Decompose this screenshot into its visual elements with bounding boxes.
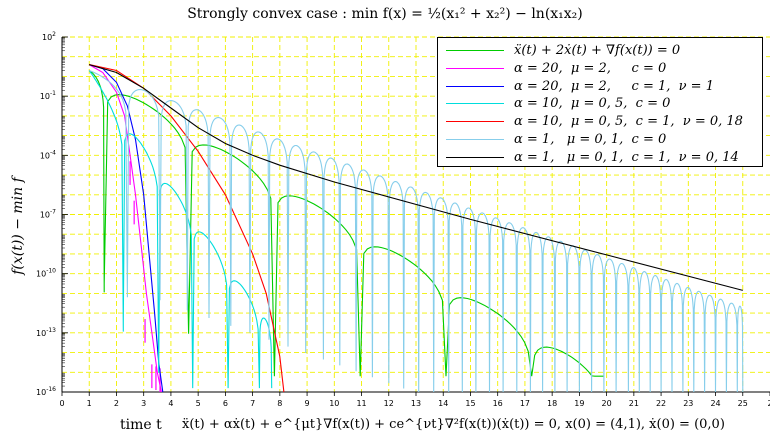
x-tick-label: 17 bbox=[520, 399, 530, 408]
x-tick-label: 10 bbox=[329, 399, 339, 408]
legend-swatch bbox=[446, 103, 504, 105]
x-tick-label: 11 bbox=[356, 399, 366, 408]
legend-swatch bbox=[446, 67, 504, 69]
axes: 0 1 2 3 4 5 6 7 8 9 10 11 12 13 14 15 16 17 18 19 20 21 22 23 24… bbox=[36, 31, 770, 408]
legend-swatch bbox=[446, 85, 504, 87]
series-line-4 bbox=[89, 64, 285, 393]
legend-label: ẍ(t) + 2ẋ(t) + ∇f(x(t)) = 0 bbox=[514, 43, 681, 58]
y-tick-label: 102 bbox=[42, 31, 56, 42]
x-tick-label: 25 bbox=[738, 399, 748, 408]
x-tick-label: 15 bbox=[465, 399, 475, 408]
legend-label: α = 1, μ = 0, 1, c = 1, ν = 0, 14 bbox=[514, 149, 739, 165]
legend-entry: α = 10, μ = 0, 5, c = 0 bbox=[438, 95, 762, 113]
series-line-6 bbox=[89, 64, 743, 291]
y-tick-label: 10-4 bbox=[40, 149, 56, 160]
x-tick-label: 2 bbox=[767, 399, 770, 408]
series-line-2 bbox=[89, 64, 164, 393]
x-tick-label: 22 bbox=[656, 399, 666, 408]
legend-swatch bbox=[446, 121, 504, 123]
x-tick-label: 20 bbox=[602, 399, 612, 408]
legend-entry: α = 20, μ = 2, c = 1, ν = 1 bbox=[438, 78, 762, 96]
x-tick-label: 4 bbox=[168, 399, 173, 408]
x-tick-label: 7 bbox=[250, 399, 255, 408]
x-tick-label: 12 bbox=[384, 399, 394, 408]
x-tick-label: 18 bbox=[547, 399, 557, 408]
chart-title: Strongly convex case : min f(x) = ½(x₁² … bbox=[187, 6, 583, 22]
legend-label: α = 1, μ = 0, 1, c = 0 bbox=[514, 132, 667, 147]
legend-entry: ẍ(t) + 2ẋ(t) + ∇f(x(t)) = 0 bbox=[438, 42, 762, 60]
x-tick-label: 24 bbox=[710, 399, 720, 408]
y-tick-label: 10-13 bbox=[36, 327, 56, 338]
legend-label: α = 20, μ = 2, c = 0 bbox=[514, 60, 667, 76]
x-tick-label: 9 bbox=[305, 399, 310, 408]
legend-entry: α = 20, μ = 2, c = 0 bbox=[438, 60, 762, 78]
legend-swatch bbox=[446, 50, 504, 51]
legend-label: α = 10, μ = 0, 5, c = 0 bbox=[514, 96, 671, 112]
x-tick-label: 8 bbox=[277, 399, 282, 408]
legend-swatch bbox=[446, 156, 504, 158]
series-line-5 bbox=[89, 69, 744, 393]
y-tick-label: 10-7 bbox=[40, 209, 56, 220]
y-tick-label: 10-10 bbox=[36, 268, 56, 279]
legend-entry: α = 1, μ = 0, 1, c = 0 bbox=[438, 131, 762, 149]
x-tick-label: 5 bbox=[196, 399, 201, 408]
y-axis-label: f(x(t)) − min f bbox=[10, 177, 26, 275]
series-line-3 bbox=[88, 70, 273, 389]
y-tick-label: 10-16 bbox=[36, 386, 56, 397]
x-tick-label: 23 bbox=[683, 399, 693, 408]
x-tick-label: 2 bbox=[114, 399, 119, 408]
x-tick-label: 6 bbox=[223, 399, 228, 408]
legend-swatch bbox=[446, 139, 504, 140]
legend-label: α = 10, μ = 0, 5, c = 1, ν = 0, 18 bbox=[514, 114, 743, 130]
x-tick-label: 13 bbox=[411, 399, 421, 408]
legend-entry: α = 1, μ = 0, 1, c = 1, ν = 0, 14 bbox=[438, 149, 762, 167]
series-line-1 bbox=[88, 64, 162, 393]
equation-subtitle: ẍ(t) + αẋ(t) + e^{μt}∇f(x(t)) + ce^{νt}∇… bbox=[182, 417, 725, 432]
series-lines bbox=[88, 64, 744, 393]
x-tick-label: 16 bbox=[493, 399, 503, 408]
y-tick-label: 10-1 bbox=[40, 90, 56, 101]
legend-entry: α = 10, μ = 0, 5, c = 1, ν = 0, 18 bbox=[438, 113, 762, 131]
x-tick-label: 3 bbox=[141, 399, 146, 408]
x-tick-label: 1 bbox=[87, 399, 92, 408]
x-axis-label: time t bbox=[120, 417, 162, 433]
legend-label: α = 20, μ = 2, c = 1, ν = 1 bbox=[514, 78, 714, 94]
x-tick-label: 19 bbox=[574, 399, 584, 408]
x-tick-label: 14 bbox=[438, 399, 448, 408]
x-tick-label: 21 bbox=[629, 399, 639, 408]
x-tick-label: 0 bbox=[59, 399, 64, 408]
legend: ẍ(t) + 2ẋ(t) + ∇f(x(t)) = 0 α = 20, μ = 2… bbox=[437, 37, 763, 167]
